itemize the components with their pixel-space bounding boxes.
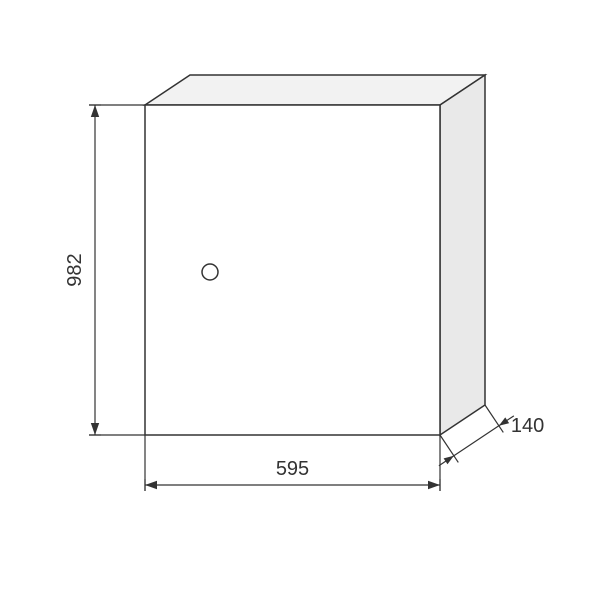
dim-label-height: 982 (64, 253, 86, 286)
cabinet-top-face (145, 75, 485, 105)
dim-line-depth (454, 426, 499, 456)
cabinet-front-face (145, 105, 440, 435)
dim-label-width: 595 (276, 458, 309, 480)
cabinet-dimension-drawing: 982 595 140 (0, 0, 600, 600)
cabinet-side-face (440, 75, 485, 435)
dim-label-depth: 140 (511, 415, 544, 437)
